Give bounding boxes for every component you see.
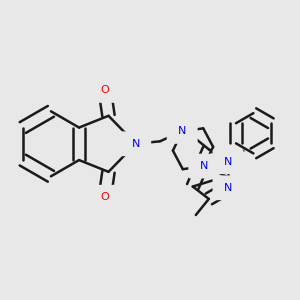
FancyBboxPatch shape xyxy=(120,131,151,156)
Text: O: O xyxy=(100,192,109,202)
FancyBboxPatch shape xyxy=(212,176,244,200)
FancyBboxPatch shape xyxy=(89,78,120,103)
Text: N: N xyxy=(131,139,140,149)
FancyBboxPatch shape xyxy=(188,154,219,178)
Text: N: N xyxy=(224,183,232,193)
Text: O: O xyxy=(100,85,109,95)
FancyBboxPatch shape xyxy=(89,185,120,210)
FancyBboxPatch shape xyxy=(167,119,198,144)
FancyBboxPatch shape xyxy=(212,149,244,174)
Text: N: N xyxy=(200,161,208,171)
Text: N: N xyxy=(178,126,186,136)
Text: N: N xyxy=(224,157,232,167)
